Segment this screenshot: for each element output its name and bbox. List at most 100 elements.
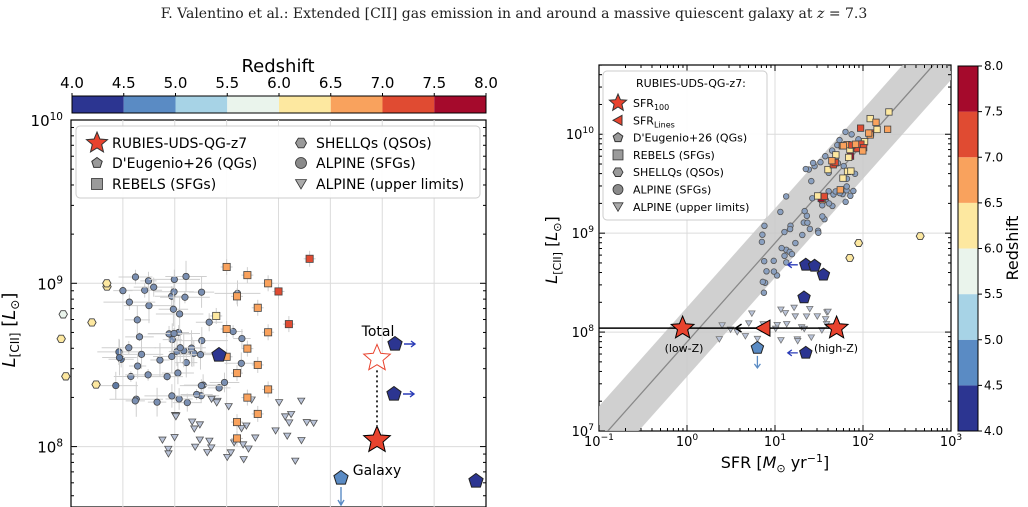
- alpine-point: [806, 225, 814, 233]
- alpine-upper-limit: [158, 436, 167, 444]
- alpine-upper-limit: [793, 338, 802, 345]
- left-legend-box: [75, 125, 481, 199]
- alpine-upper-limit: [195, 421, 205, 429]
- alpine-upper-limit: [807, 334, 816, 342]
- right-legend-box: [602, 70, 768, 221]
- shellqs-point: [56, 334, 66, 343]
- deugenio-qg-point: [797, 290, 811, 304]
- alpine-point: [761, 222, 768, 230]
- alpine-point: [170, 275, 178, 284]
- right-y-tick-label-base: 10: [572, 326, 589, 341]
- right-colorbar-segment: [958, 66, 978, 112]
- right-colorbar-tick-label: 8.0: [984, 59, 1003, 73]
- left-legend-marker: [91, 178, 103, 190]
- right-legend-label-text: D'Eugenio+26 (QGs): [633, 132, 747, 145]
- left-y-tick-label: 1010: [31, 111, 63, 130]
- alpine-point: [819, 213, 826, 220]
- alpine-point: [799, 231, 806, 239]
- rebels-point: [222, 325, 231, 334]
- qg-limit-arrow: [753, 355, 761, 369]
- alpine-upper-limit: [290, 457, 300, 466]
- shellqs-point: [854, 239, 864, 247]
- alpine-point: [759, 231, 766, 238]
- right-x-tick-label-sup: −1: [601, 433, 614, 443]
- right-relation-band: [599, 65, 951, 431]
- right-legend-marker: [611, 114, 623, 127]
- alpine-upper-limit: [238, 441, 248, 449]
- alpine-upper-limit: [284, 419, 294, 427]
- left-colorbar-segment: [382, 96, 435, 113]
- alpine-point: [150, 283, 158, 291]
- right-x-tick-label-base: 10: [764, 435, 781, 450]
- alpine-upper-limit: [782, 321, 791, 328]
- alpine-point: [112, 381, 120, 390]
- left-colorbar-tick-label: 4.0: [60, 74, 84, 92]
- left-colorbar-tick-label: 6.0: [267, 74, 291, 92]
- right-y-tick-label: 108: [572, 324, 595, 341]
- alpine-point: [183, 399, 191, 407]
- rubies-high-z-star: [823, 314, 850, 339]
- left-legend-marker: [294, 179, 308, 190]
- right-colorbar-title: Redshift: [1003, 216, 1022, 281]
- right-colorbar-segment: [958, 385, 978, 431]
- alpine-upper-limit: [244, 445, 253, 453]
- right-y-tick-label-sup: 9: [588, 225, 594, 235]
- alpine-point: [119, 287, 127, 295]
- right-legend-label: SHELLQs (QSOs): [633, 166, 724, 179]
- alpine-point: [840, 162, 847, 170]
- right-x-tick-label-base: 10: [940, 435, 957, 450]
- rebels-point: [872, 118, 880, 126]
- alpine-upper-limit: [790, 304, 799, 312]
- left-chart: Redshift 4.0 4.5 5.0 5.5 6.0 6.5 7.0 7.5 8.0 108…: [0, 56, 498, 507]
- right-colorbar-tick-label: 4.0: [984, 424, 1003, 438]
- left-y-tick-label-base: 10: [37, 275, 56, 293]
- shellqs-point: [58, 310, 68, 319]
- alpine-upper-limit: [773, 321, 782, 329]
- rebels-point: [243, 393, 252, 402]
- right-x-tick-label: 102: [852, 433, 874, 450]
- shellqs-point: [87, 318, 97, 327]
- rebels-point: [845, 153, 853, 162]
- deugenio-qg-point: [750, 340, 765, 354]
- right-legend-label: SFR100: [633, 97, 669, 112]
- deugenio-qg-point: [468, 472, 484, 488]
- rebels-point: [824, 165, 832, 174]
- alpine-point: [777, 208, 784, 216]
- alpine-point: [175, 395, 183, 403]
- alpine-point: [168, 392, 176, 400]
- alpine-point: [759, 278, 766, 286]
- rebels-point: [305, 254, 314, 263]
- shellqs-point: [845, 253, 855, 262]
- qg-limit-arrow: [403, 390, 416, 398]
- alpine-upper-limit: [239, 456, 248, 464]
- right-y-tick-label: 1010: [566, 126, 594, 143]
- right-x-tick-label-sup: 0: [692, 433, 698, 443]
- alpine-upper-limit: [212, 399, 222, 407]
- alpine-upper-limit: [821, 316, 830, 323]
- alpine-upper-limit: [802, 313, 811, 321]
- alpine-upper-limit: [271, 427, 280, 435]
- right-colorbar-tick-label: 4.5: [984, 378, 1003, 392]
- right-y-tick-label-base: 10: [566, 128, 583, 143]
- right-x-tick-label: 10−1: [584, 433, 614, 450]
- right-legend-label-text: SHELLQs (QSOs): [633, 166, 724, 179]
- rebels-point: [264, 279, 273, 288]
- right-legend-marker: [608, 92, 628, 112]
- right-colorbar-tick-label: 7.5: [984, 105, 1003, 119]
- alpine-point: [169, 305, 177, 313]
- left-colorbar-tick-label: 5.0: [164, 74, 188, 92]
- alpine-upper-limit: [309, 419, 318, 428]
- alpine-upper-limit: [187, 418, 197, 426]
- rubies-galaxy-star: [362, 424, 392, 453]
- right-legend-label-text: ALPINE (SFGs): [633, 184, 711, 197]
- qg-limit-arrow: [786, 261, 798, 269]
- alpine-point: [848, 131, 855, 138]
- alpine-upper-limit: [170, 434, 179, 442]
- rebels-point: [832, 151, 840, 159]
- alpine-upper-limit: [205, 437, 214, 446]
- rubies-arrow: [734, 323, 756, 333]
- alpine-point: [817, 159, 824, 166]
- right-colorbar-tick-label: 6.5: [984, 196, 1003, 210]
- alpine-point: [144, 277, 153, 285]
- alpine-upper-limit: [202, 449, 212, 457]
